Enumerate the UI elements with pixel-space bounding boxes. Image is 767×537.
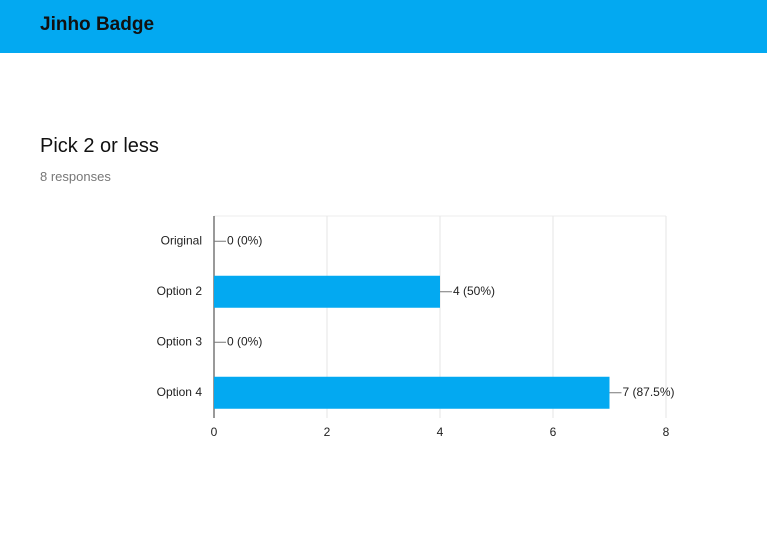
value-label: 7 (87.5%) — [623, 385, 675, 399]
value-label: 0 (0%) — [227, 233, 262, 247]
bar — [214, 275, 440, 308]
y-tick-label: Option 2 — [157, 284, 203, 298]
x-tick-label: 0 — [211, 425, 218, 439]
header-title: Jinho Badge — [40, 14, 155, 35]
response-count: 8 responses — [40, 169, 111, 184]
y-tick-label: Option 3 — [157, 334, 203, 348]
x-tick-label: 4 — [437, 425, 444, 439]
x-tick-label: 8 — [663, 425, 670, 439]
y-tick-label: Original — [161, 233, 202, 247]
x-tick-label: 6 — [550, 425, 557, 439]
x-tick-label: 2 — [324, 425, 331, 439]
header-bar: Jinho Badge — [0, 0, 767, 53]
value-label: 0 (0%) — [227, 334, 262, 348]
bar — [214, 376, 610, 409]
value-label: 4 (50%) — [453, 284, 495, 298]
question-title: Pick 2 or less — [40, 135, 159, 157]
y-tick-label: Option 4 — [157, 385, 203, 399]
